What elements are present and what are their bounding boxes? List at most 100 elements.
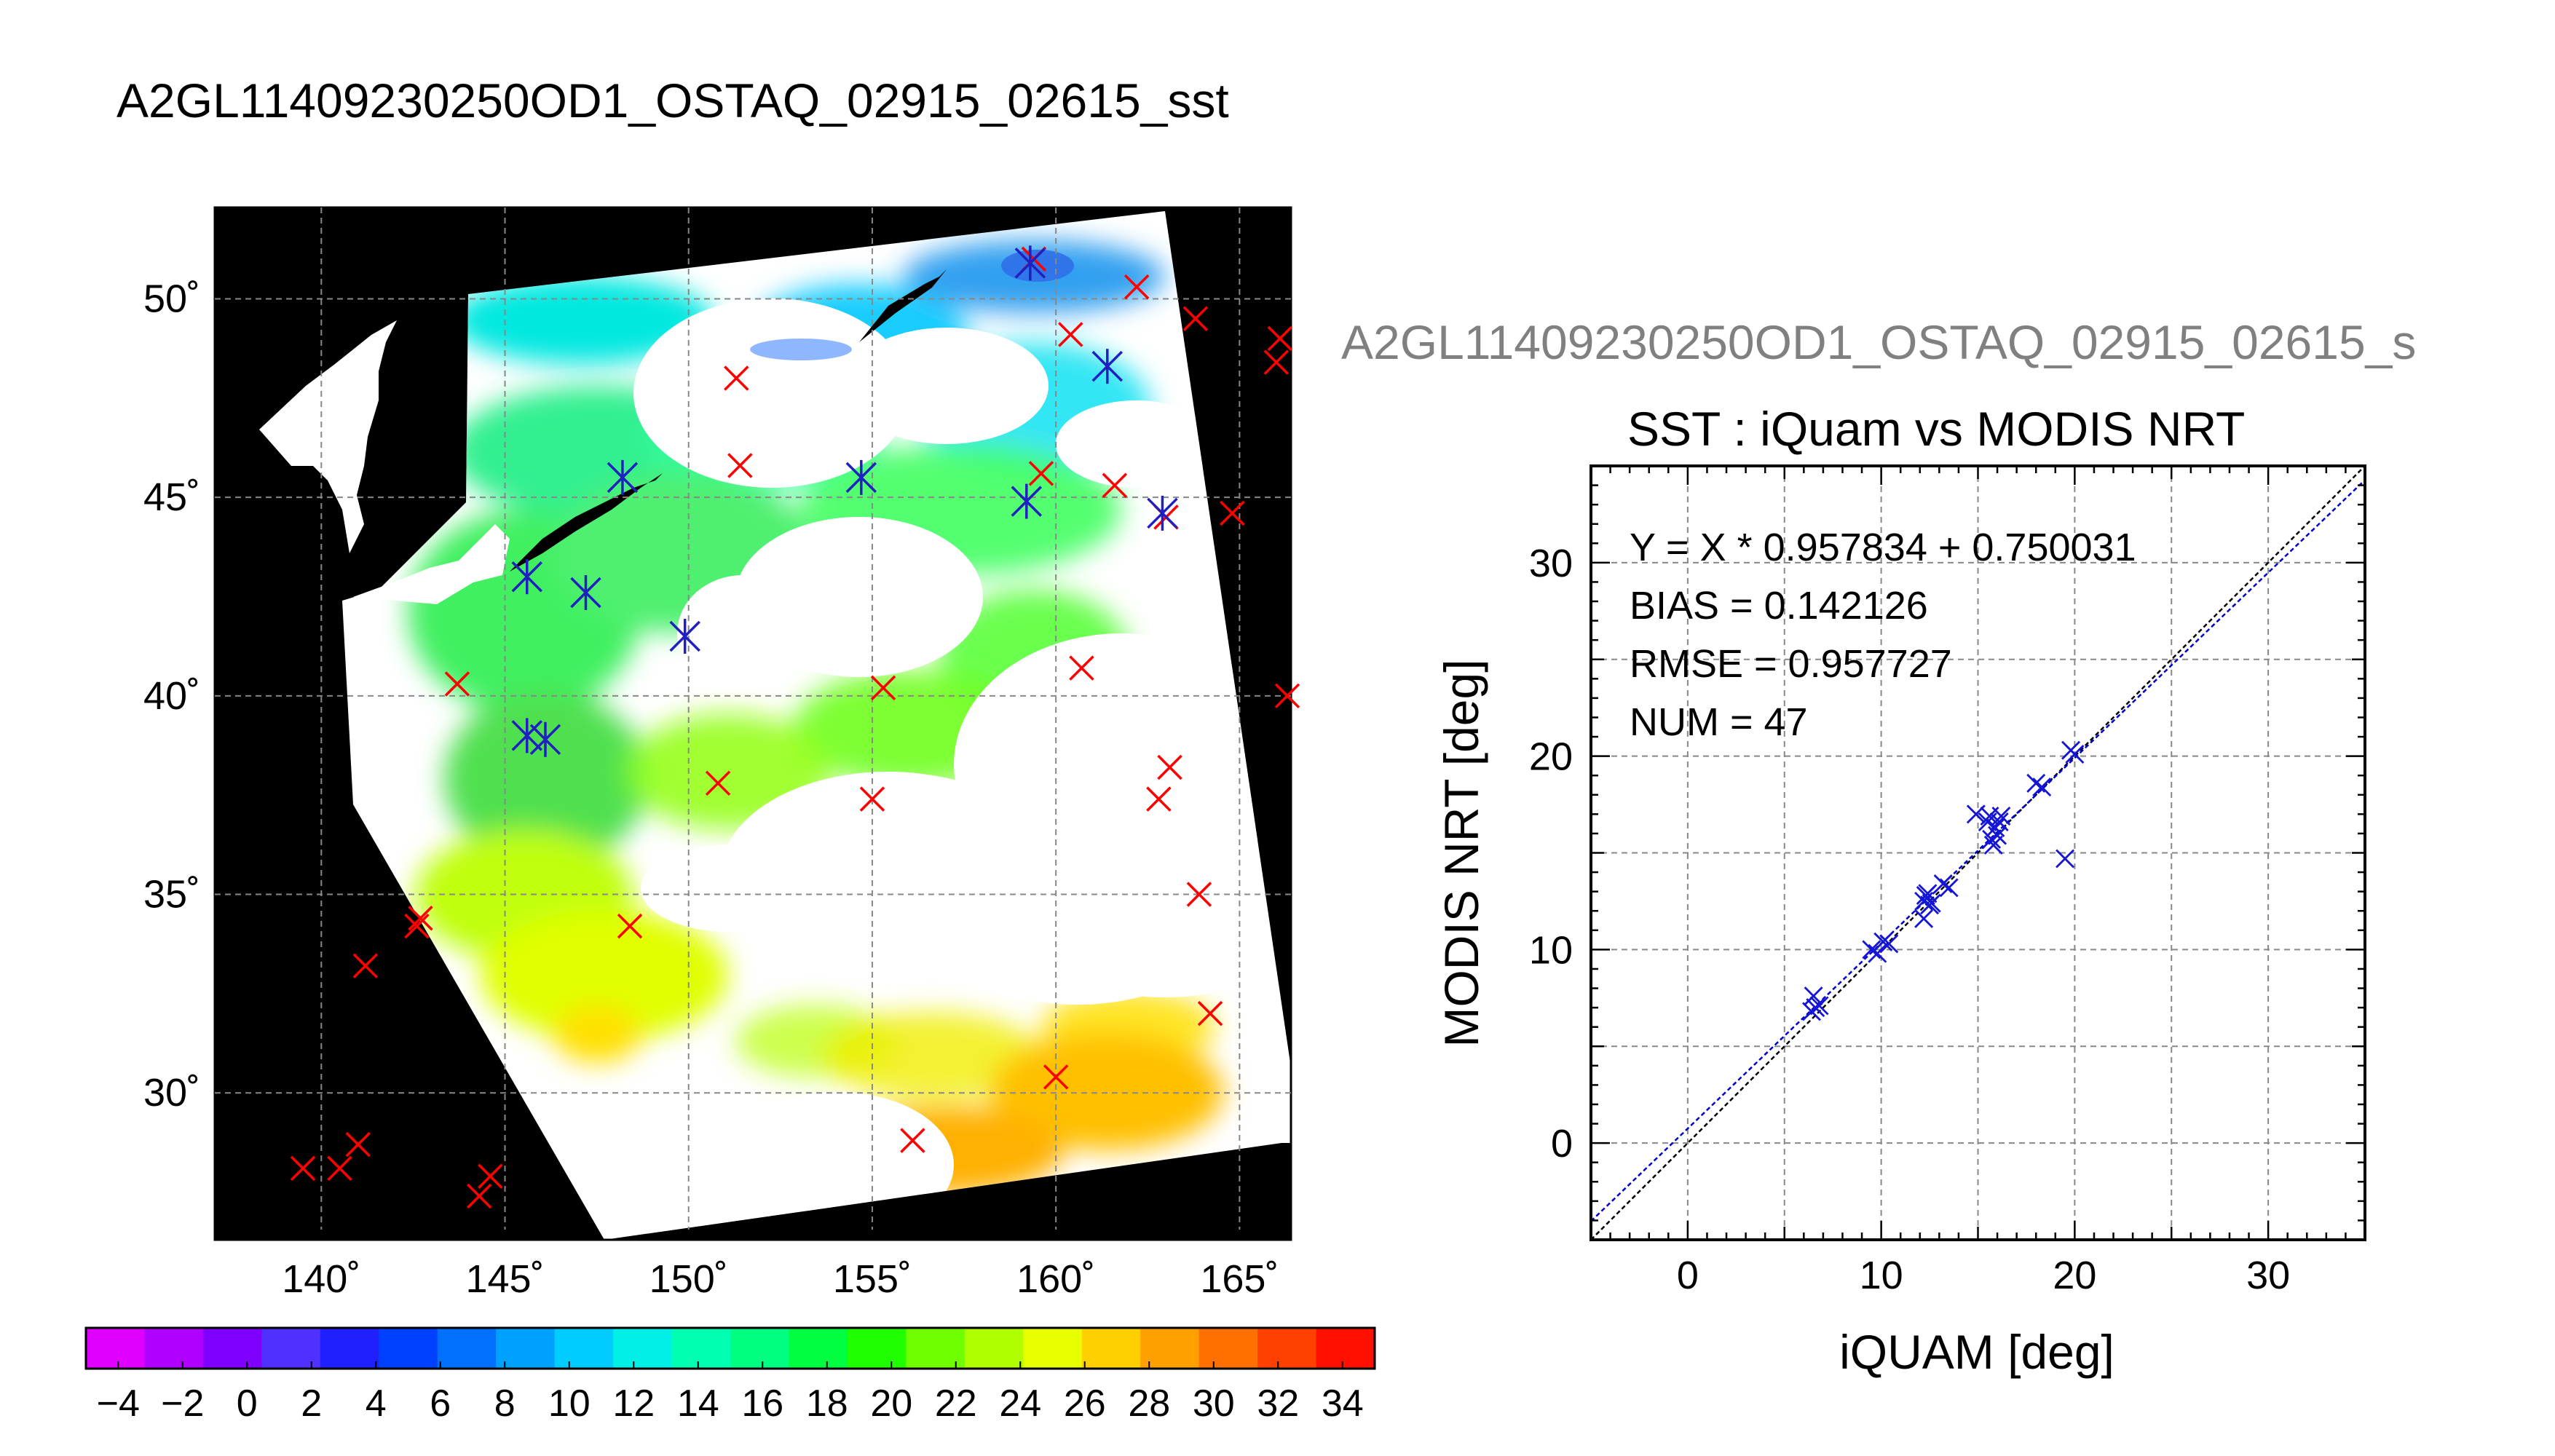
stats-rmse: RMSE = 0.957727 (1630, 642, 1952, 686)
scatter-x-tick-label: 20 (2053, 1254, 2096, 1297)
scatter-x-tick-label: 10 (1860, 1254, 1903, 1297)
map-frame (213, 206, 1292, 1241)
colorbar-segment (379, 1328, 438, 1369)
scatter-y-tick-label: 0 (1551, 1122, 1573, 1166)
scatter-point (1801, 1002, 1821, 1021)
scatter-x-tick-label: 30 (2246, 1254, 2290, 1297)
main-title: A2GL11409230250OD1_OSTAQ_02915_02615_sst (117, 74, 1229, 127)
matchup-marker (1182, 306, 1209, 331)
map-lon-tick-label: 160˚ (1016, 1257, 1095, 1301)
matchup-star-marker (845, 459, 877, 495)
matchup-marker (444, 671, 470, 697)
sst-field (408, 240, 1289, 1240)
y-axis-label: MODIS NRT [deg] (1434, 659, 1488, 1047)
colorbar-segment (86, 1328, 145, 1369)
colorbar-tick-label: 10 (548, 1382, 591, 1425)
colorbar-segment (1140, 1328, 1200, 1369)
colorbar-tick-label: 24 (999, 1382, 1041, 1425)
colorbar-segment (671, 1328, 731, 1369)
colorbar-segment (144, 1328, 204, 1369)
regression-line (1591, 479, 2365, 1222)
map-grid (215, 207, 1291, 1240)
colorbar-segment (1316, 1328, 1375, 1369)
sst-map: 140˚ 145˚ 150˚ 155˚ 160˚ 165˚ 50˚ 45˚ 40˚ 35˚ 30˚ (143, 206, 1300, 1301)
matchup-marker (1028, 461, 1054, 486)
matchup-star-marker (1091, 349, 1124, 384)
matchup-marker (1220, 500, 1245, 526)
colorbar-tick-label: 14 (677, 1382, 719, 1425)
scatter-point (2056, 849, 2075, 869)
scatter-point (1978, 812, 1997, 831)
scatter-point (1868, 943, 1887, 963)
colorbar-tick-label: 4 (366, 1382, 387, 1425)
stats-bias: BIAS = 0.142126 (1630, 584, 1928, 628)
matchup-marker (1267, 325, 1293, 352)
scatter-point (1914, 909, 1934, 928)
matchup-marker (870, 675, 896, 701)
colorbar-segment (730, 1328, 789, 1369)
scatter-point (2026, 773, 2046, 793)
matchup-marker (1263, 349, 1290, 375)
map-lat-tick-label: 45˚ (143, 475, 200, 519)
scatter-plot: SST : iQuam vs MODIS NRT 0 10 20 300102030 … (1434, 402, 2366, 1379)
colorbar-segment (613, 1328, 673, 1369)
colorbar-tick-label: 26 (1064, 1382, 1106, 1425)
scatter-point (1982, 829, 2002, 849)
matchup-star-marker (1147, 495, 1178, 531)
colorbar-tick-label: 16 (741, 1382, 783, 1425)
colorbar-tick-label: 2 (301, 1382, 322, 1425)
matchup-marker (1069, 655, 1094, 681)
map-lon-tick-label: 155˚ (833, 1257, 912, 1301)
colorbar-segment (1081, 1328, 1141, 1369)
matchup-star-marker (1014, 245, 1046, 281)
scatter-y-tick-label: 10 (1529, 928, 1573, 972)
map-tick-labels: 140˚ 145˚ 150˚ 155˚ 160˚ 165˚ 50˚ 45˚ 40˚ 35˚ 30˚ (143, 277, 1279, 1301)
stats-equation: Y = X * 0.957834 + 0.750031 (1630, 526, 2136, 569)
scatter-grid (1591, 466, 2365, 1240)
colorbar-segment (1023, 1328, 1083, 1369)
scatter-point (1986, 818, 2005, 837)
scatter-y-tick-label: 20 (1529, 735, 1573, 779)
scatter-point (1920, 895, 1940, 915)
colorbar-segment (964, 1328, 1024, 1369)
scatter-point (1983, 835, 2003, 855)
colorbar-tick-label: 34 (1322, 1382, 1364, 1425)
scatter-point (1991, 807, 2011, 826)
matchup-marker (478, 1163, 503, 1189)
matchup-marker (1102, 472, 1128, 499)
scatter-point (2032, 778, 2052, 797)
scatter-x-tick-label: 0 (1677, 1254, 1699, 1297)
coastline-white-areas (259, 320, 510, 604)
scatter-point (1804, 986, 1823, 1006)
colorbar-tick-label: 0 (237, 1382, 258, 1425)
colorbar-tick-label: 32 (1257, 1382, 1299, 1425)
map-lon-tick-label: 165˚ (1200, 1257, 1279, 1301)
colorbar-tick-label: 20 (870, 1382, 912, 1425)
matchup-star-marker (1011, 483, 1043, 519)
colorbar-segment (437, 1328, 497, 1369)
one-to-one-line (1591, 466, 2365, 1240)
colorbar-segment (1257, 1328, 1317, 1369)
map-area (215, 207, 1291, 1240)
colorbar-segment (554, 1328, 614, 1369)
colorbar-segment (1198, 1328, 1258, 1369)
scatter-point (1809, 996, 1829, 1016)
colorbar-segment (789, 1328, 848, 1369)
matchup-marker (404, 913, 430, 939)
matchup-marker (900, 1128, 925, 1153)
scatter-title: SST : iQuam vs MODIS NRT (1627, 402, 2245, 456)
map-lat-tick-label: 30˚ (143, 1071, 200, 1115)
matchup-star-marker (607, 459, 639, 495)
matchup-marker (859, 786, 885, 812)
matchup-marker (290, 1155, 316, 1182)
scatter-ticks: 0 10 20 30 0 10 20 30 (1529, 464, 2366, 1297)
matchup-marker (1274, 683, 1300, 709)
scatter-point (1988, 826, 2007, 845)
scatter-points (1801, 740, 2085, 1021)
colorbar-tick-label: 8 (494, 1382, 516, 1425)
map-markers (290, 245, 1300, 1209)
matchup-star-marker (511, 718, 543, 753)
colorbar-tick-label: 6 (430, 1382, 451, 1425)
colorbar-tick-label: 18 (806, 1382, 848, 1425)
